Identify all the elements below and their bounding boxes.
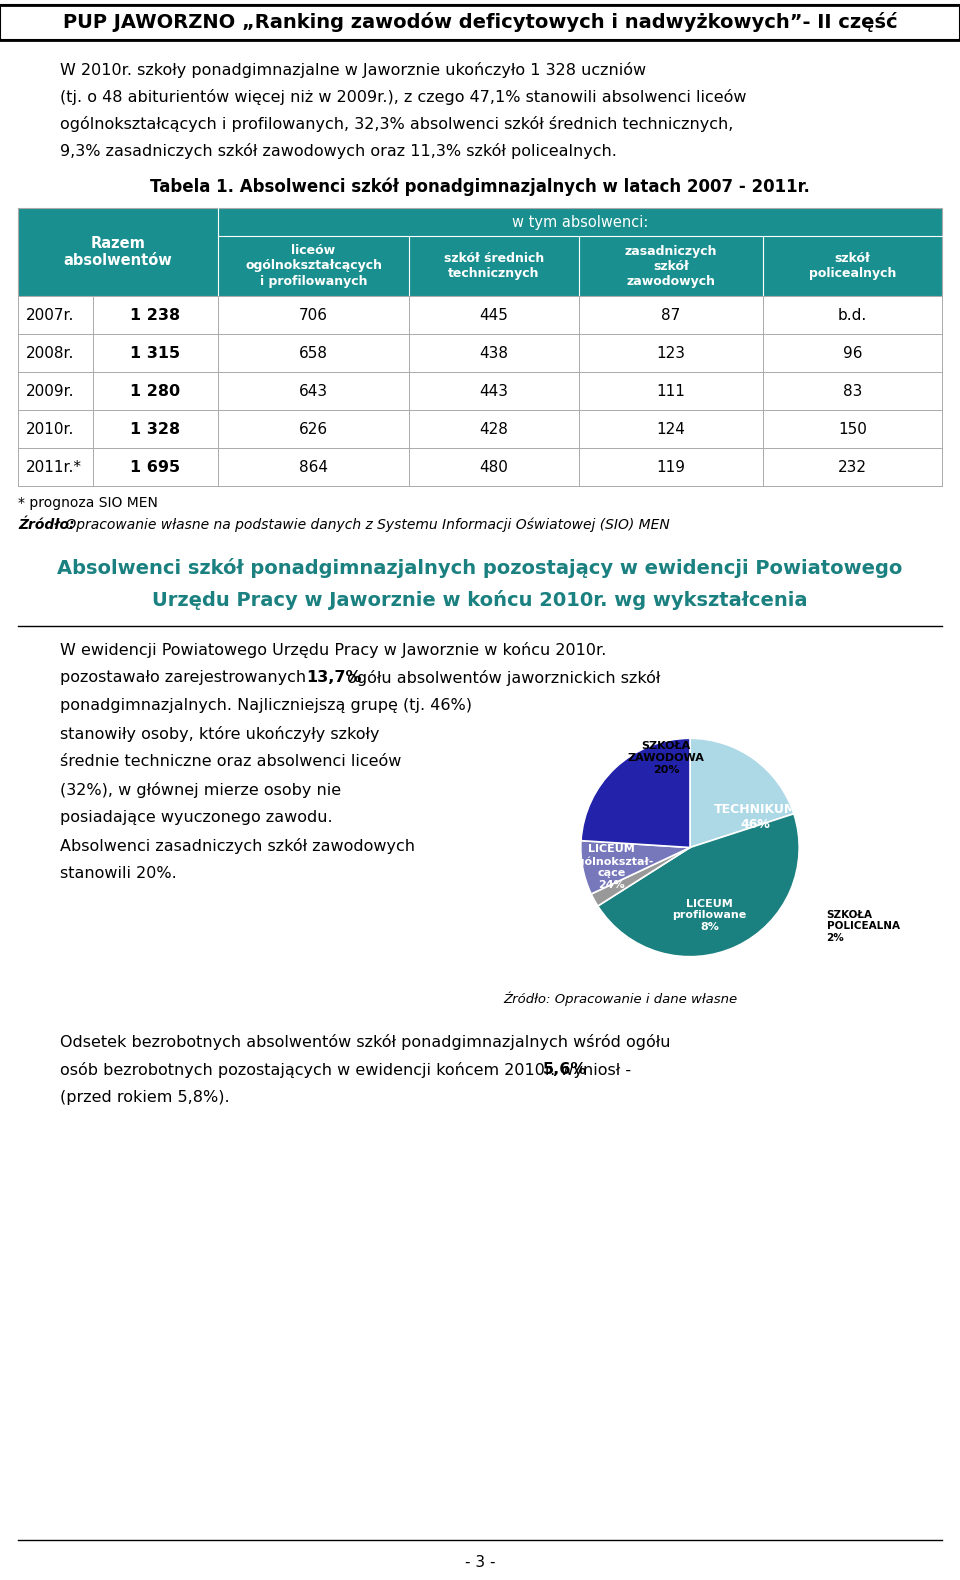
Text: (tj. o 48 abiturientów więcej niż w 2009r.), z czego 47,1% stanowili absolwenci : (tj. o 48 abiturientów więcej niż w 2009… — [60, 88, 747, 104]
Wedge shape — [690, 738, 794, 847]
Text: 1 238: 1 238 — [131, 308, 180, 322]
Wedge shape — [591, 847, 690, 905]
Text: w tym absolwenci:: w tym absolwenci: — [512, 215, 648, 229]
Text: szkół średnich
technicznych: szkół średnich technicznych — [444, 251, 544, 280]
Text: * prognoza SIO MEN: * prognoza SIO MEN — [18, 496, 157, 510]
Text: 1 315: 1 315 — [131, 346, 180, 360]
Text: 1 695: 1 695 — [131, 460, 180, 474]
Text: 5,6%: 5,6% — [543, 1062, 588, 1078]
Text: TECHNIKUM
46%: TECHNIKUM 46% — [714, 803, 797, 831]
Text: W 2010r. szkoły ponadgimnazjalne w Jaworznie ukończyło 1 328 uczniów: W 2010r. szkoły ponadgimnazjalne w Jawor… — [60, 62, 646, 77]
Text: (32%), w głównej mierze osoby nie: (32%), w głównej mierze osoby nie — [60, 782, 341, 798]
Text: - 3 -: - 3 - — [465, 1555, 495, 1571]
Text: 124: 124 — [657, 422, 685, 436]
Text: 119: 119 — [657, 460, 685, 474]
Text: średnie techniczne oraz absolwenci liceów: średnie techniczne oraz absolwenci liceó… — [60, 754, 401, 769]
FancyBboxPatch shape — [0, 5, 960, 40]
Text: Odsetek bezrobotnych absolwentów szkół ponadgimnazjalnych wśród ogółu: Odsetek bezrobotnych absolwentów szkół p… — [60, 1033, 670, 1051]
Text: 706: 706 — [299, 308, 328, 322]
Text: ogólnokształcących i profilowanych, 32,3% absolwenci szkół średnich technicznych: ogólnokształcących i profilowanych, 32,3… — [60, 115, 733, 133]
Text: ogółu absolwentów jaworznickich szkół: ogółu absolwentów jaworznickich szkół — [342, 670, 660, 686]
Text: 864: 864 — [299, 460, 328, 474]
Text: ponadgimnazjalnych. Najliczniejszą grupę (tj. 46%): ponadgimnazjalnych. Najliczniejszą grupę… — [60, 698, 472, 713]
Text: Źródło:: Źródło: — [18, 518, 75, 532]
Text: posiadające wyuczonego zawodu.: posiadające wyuczonego zawodu. — [60, 811, 332, 825]
Text: Opracowanie własne na podstawie danych z Systemu Informacji Oświatowej (SIO) MEN: Opracowanie własne na podstawie danych z… — [61, 518, 670, 532]
FancyBboxPatch shape — [18, 449, 942, 487]
Wedge shape — [581, 738, 690, 847]
Text: SZKOŁA
POLICEALNA
2%: SZKOŁA POLICEALNA 2% — [827, 910, 900, 943]
Text: 83: 83 — [843, 384, 862, 398]
Text: stanowiły osoby, które ukończyły szkoły: stanowiły osoby, które ukończyły szkoły — [60, 725, 379, 743]
Text: LICEUM
ogólnokształ-
cące
24%: LICEUM ogólnokształ- cące 24% — [569, 844, 654, 890]
Text: Absolwenci szkół ponadgimnazjalnych pozostający w ewidencji Powiatowego: Absolwenci szkół ponadgimnazjalnych pozo… — [58, 558, 902, 578]
Text: 96: 96 — [843, 346, 862, 360]
Text: 1 280: 1 280 — [131, 384, 180, 398]
Text: SZKOŁA
ZAWODOWA
20%: SZKOŁA ZAWODOWA 20% — [628, 741, 705, 774]
Text: Urzędu Pracy w Jaworznie w końcu 2010r. wg wykształcenia: Urzędu Pracy w Jaworznie w końcu 2010r. … — [153, 589, 807, 610]
Text: 9,3% zasadniczych szkół zawodowych oraz 11,3% szkół policealnych.: 9,3% zasadniczych szkół zawodowych oraz … — [60, 144, 617, 160]
Text: 2007r.: 2007r. — [26, 308, 74, 322]
Text: 626: 626 — [299, 422, 328, 436]
Text: PUP JAWORZNO „Ranking zawodów deficytowych i nadwyżkowych”- II część: PUP JAWORZNO „Ranking zawodów deficytowy… — [62, 13, 898, 33]
Text: 438: 438 — [479, 346, 509, 360]
Wedge shape — [598, 814, 799, 957]
Text: Absolwenci zasadniczych szkół zawodowych: Absolwenci zasadniczych szkół zawodowych — [60, 837, 415, 855]
Text: 2009r.: 2009r. — [26, 384, 75, 398]
Text: (przed rokiem 5,8%).: (przed rokiem 5,8%). — [60, 1090, 229, 1104]
FancyBboxPatch shape — [18, 409, 942, 449]
Text: 443: 443 — [479, 384, 509, 398]
Text: Źródło: Opracowanie i dane własne: Źródło: Opracowanie i dane własne — [503, 992, 737, 1006]
Text: zasadniczych
szkół
zawodowych: zasadniczych szkół zawodowych — [625, 245, 717, 288]
Text: 480: 480 — [480, 460, 509, 474]
Text: 428: 428 — [480, 422, 509, 436]
Wedge shape — [581, 841, 690, 894]
Text: 123: 123 — [657, 346, 685, 360]
FancyBboxPatch shape — [18, 371, 942, 409]
FancyBboxPatch shape — [18, 295, 942, 333]
Text: 658: 658 — [299, 346, 328, 360]
Text: szkół
policealnych: szkół policealnych — [809, 251, 897, 280]
Text: Tabela 1. Absolwenci szkół ponadgimnazjalnych w latach 2007 - 2011r.: Tabela 1. Absolwenci szkół ponadgimnazja… — [150, 179, 810, 196]
Text: pozostawało zarejestrowanych: pozostawało zarejestrowanych — [60, 670, 311, 686]
Text: stanowili 20%.: stanowili 20%. — [60, 866, 177, 882]
Text: Razem
absolwentów: Razem absolwentów — [63, 235, 173, 269]
Text: LICEUM
profilowane
8%: LICEUM profilowane 8% — [673, 899, 747, 932]
Text: osób bezrobotnych pozostających w ewidencji końcem 2010r. wyniosł -: osób bezrobotnych pozostających w ewiden… — [60, 1062, 636, 1078]
FancyBboxPatch shape — [18, 209, 942, 295]
Text: 232: 232 — [838, 460, 867, 474]
Text: 87: 87 — [661, 308, 681, 322]
Text: b.d.: b.d. — [838, 308, 867, 322]
Text: W ewidencji Powiatowego Urzędu Pracy w Jaworznie w końcu 2010r.: W ewidencji Powiatowego Urzędu Pracy w J… — [60, 641, 607, 657]
Text: 1 328: 1 328 — [131, 422, 180, 436]
Text: liceów
ogólnokształcących
i profilowanych: liceów ogólnokształcących i profilowanyc… — [245, 245, 382, 288]
FancyBboxPatch shape — [18, 333, 942, 371]
Text: 2011r.*: 2011r.* — [26, 460, 82, 474]
Text: 445: 445 — [480, 308, 509, 322]
Text: 13,7%: 13,7% — [306, 670, 362, 686]
Text: 111: 111 — [657, 384, 685, 398]
Text: 2010r.: 2010r. — [26, 422, 74, 436]
Text: 150: 150 — [838, 422, 867, 436]
Text: 643: 643 — [299, 384, 328, 398]
Text: 2008r.: 2008r. — [26, 346, 74, 360]
